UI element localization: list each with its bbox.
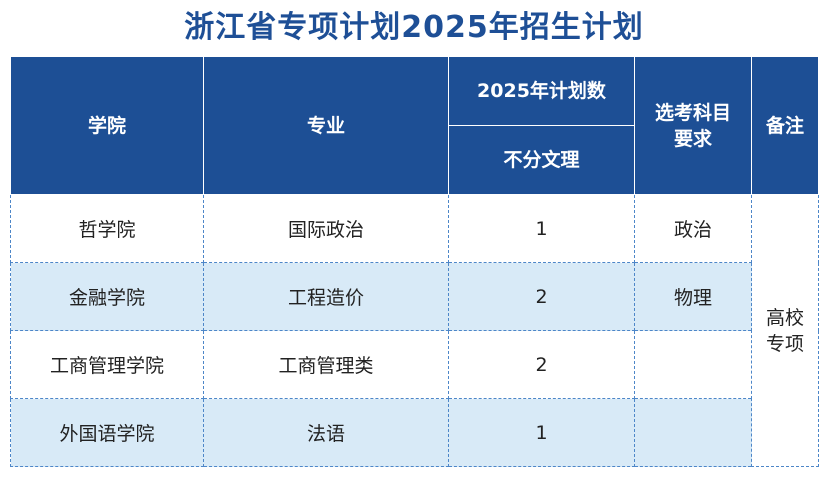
page-title: 浙江省专项计划2025年招生计划: [184, 10, 644, 45]
header-plan-group: 2025年计划数: [448, 56, 635, 126]
table-row: 外国语学院 法语 1: [10, 398, 819, 467]
cell-college: 外国语学院: [10, 398, 204, 467]
cell-college: 工商管理学院: [10, 330, 204, 399]
header-college: 学院: [10, 56, 204, 195]
cell-college: 金融学院: [10, 262, 204, 331]
enrollment-plan-table: 学院 专业 2025年计划数 选考科目 要求 备注 不分文理 哲学院 国际政治 …: [10, 56, 819, 467]
remark-line1: 高校: [765, 306, 804, 329]
header-major: 专业: [203, 56, 449, 195]
remark-line2: 专项: [765, 332, 804, 355]
cell-major: 法语: [203, 398, 449, 467]
cell-subject-requirement: [634, 330, 752, 399]
cell-major: 工商管理类: [203, 330, 449, 399]
cell-subject-requirement: 政治: [634, 194, 752, 263]
header-subject-requirement: 选考科目 要求: [634, 56, 752, 195]
cell-subject-requirement: [634, 398, 752, 467]
cell-college: 哲学院: [10, 194, 204, 263]
cell-major: 国际政治: [203, 194, 449, 263]
header-subject-requirement-line1: 选考科目: [654, 101, 731, 124]
header-plan-sub: 不分文理: [448, 125, 635, 195]
table-row: 金融学院 工程造价 2 物理: [10, 262, 819, 331]
cell-subject-requirement: 物理: [634, 262, 752, 331]
table-row: 工商管理学院 工商管理类 2: [10, 330, 819, 399]
cell-major: 工程造价: [203, 262, 449, 331]
header-remark: 备注: [751, 56, 819, 195]
cell-plan: 2: [448, 262, 635, 331]
cell-plan: 1: [448, 194, 635, 263]
cell-plan: 1: [448, 398, 635, 467]
cell-plan: 2: [448, 330, 635, 399]
header-subject-requirement-line2: 要求: [673, 127, 712, 150]
table-row: 哲学院 国际政治 1 政治 高校 专项: [10, 194, 819, 467]
cell-remark: 高校 专项: [751, 194, 819, 467]
